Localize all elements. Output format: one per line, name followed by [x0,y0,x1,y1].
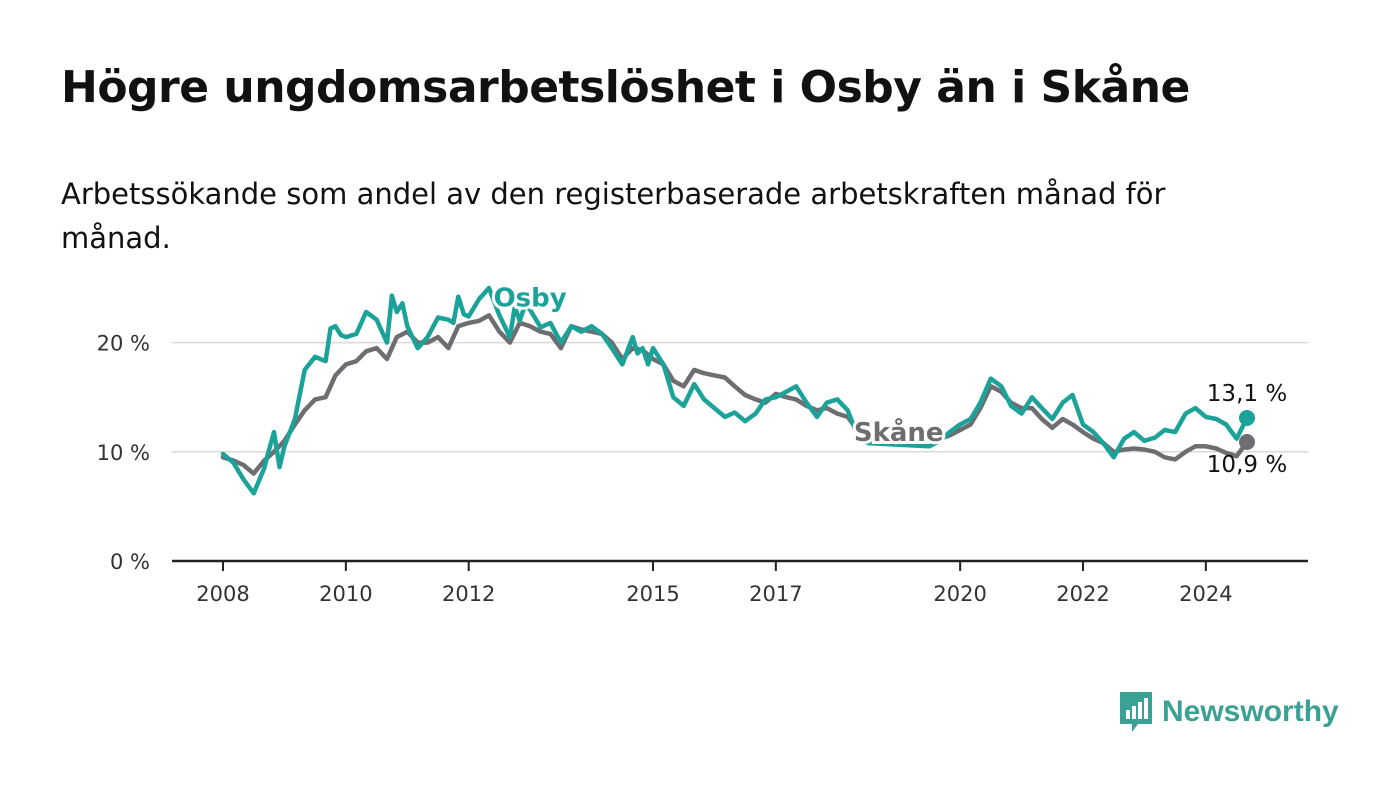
x-tick-label: 2010 [319,582,372,606]
label-layer: Osby Skåne 13,1 % 10,9 % [491,281,1288,478]
series-layer [220,285,1255,496]
chart-subtitle: Arbetssökande som andel av den registerb… [61,177,1166,255]
chart-title: Högre ungdomsarbetslöshet i Osby än i Sk… [61,62,1190,113]
y-tick-label: 20 % [97,332,150,356]
skane-series-label: Skåne [854,416,944,448]
y-tick-label: 10 % [97,441,150,465]
osby-series-label: Osby [494,284,567,314]
skane-series-line [220,313,1250,476]
x-tick-label: 2017 [749,582,802,606]
x-tick-label: 2020 [933,582,986,606]
osby-series-line [220,285,1250,496]
newsworthy-logo: Newsworthy [1118,690,1339,734]
x-tick-label: 2015 [626,582,679,606]
skane-end-point [1239,433,1255,450]
newsworthy-wordmark: Newsworthy [1162,695,1339,728]
osby-end-label: 13,1 % [1207,381,1287,407]
line-chart: 0 % 10 % 20 % 2008 2010 2012 2015 2017 2020 2022 2… [96,281,1308,606]
x-tick-label: 2024 [1179,582,1232,606]
x-tick-label: 2012 [442,582,495,606]
newsworthy-logo-icon [1120,692,1152,732]
osby-end-point [1239,409,1255,426]
x-tick-label: 2022 [1056,582,1109,606]
x-tick-label: 2008 [196,582,249,606]
y-tick-label: 0 % [110,550,150,574]
skane-end-label: 10,9 % [1207,452,1287,478]
